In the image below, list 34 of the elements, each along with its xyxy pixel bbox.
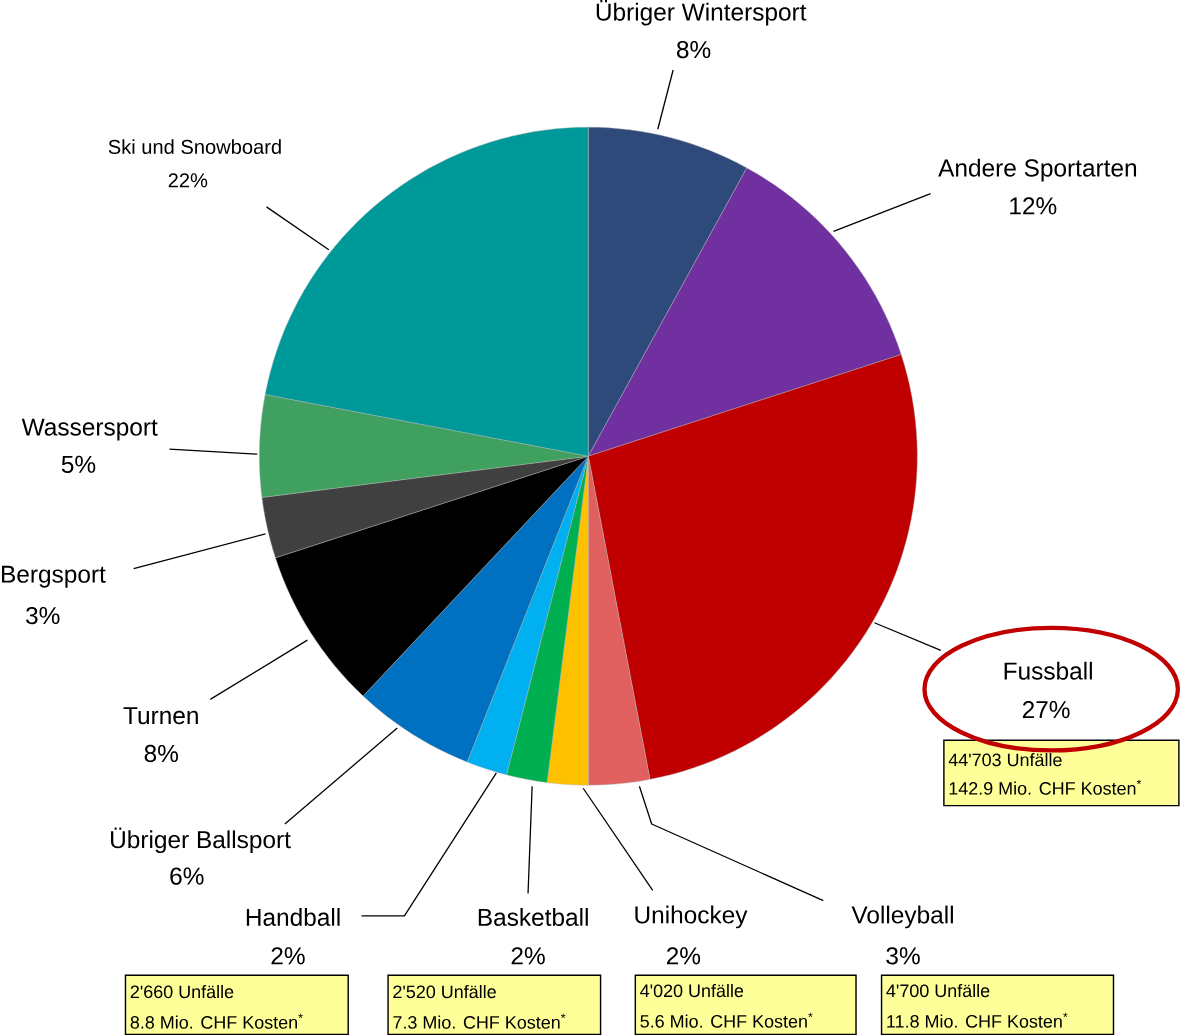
data-label: 2% [271,947,305,965]
text: 142.9 Mio. CHF Kosten$^{*}$ [949,779,1142,795]
text: 7.3 Mio. CHF Kosten$^{*}$ [393,1013,566,1029]
text: 2'660 Unfälle [130,984,234,999]
slice-label: Andere Sportarten [938,158,1137,182]
slice-label: Turnen [123,707,198,725]
slice-label: Handball [246,907,340,926]
slice-label: Bergsport [2,565,106,588]
data-label: 27% [1022,700,1070,719]
text: 8.8 Mio. CHF Kosten$^{*}$ [130,1013,303,1029]
slice-label: Basketball [478,907,588,926]
data-label: 8% [144,744,179,763]
text: 11.8 Mio. CHF Kosten$^{*}$ [887,1012,1068,1028]
text: 4'700 Unfälle [886,983,990,998]
data-label: 3% [886,947,920,965]
text: 5.6 Mio. CHF Kosten$^{*}$ [640,1012,813,1028]
data-label: 5% [61,455,96,473]
text: 2'520 Unfälle [393,984,496,999]
data-label: 6% [170,867,204,885]
slice-label: Ski und Snowboard [108,139,281,154]
text: 44'703 Unfälle [948,752,1062,767]
data-label: 12% [1010,197,1057,215]
data-label: 3% [26,606,60,625]
slice-label: Unihockey [635,905,748,929]
slice-label: Übriger Ballsport [111,827,291,854]
data-label: 22% [168,173,208,188]
data-label: 8% [676,40,711,59]
slice-label: Übriger Wintersport [596,0,807,26]
slice-label: Volleyball [851,905,953,929]
slice-label: Fussball [1004,661,1092,680]
data-label: 2% [666,947,701,965]
slice-label: Wassersport [21,418,158,441]
data-label: 2% [511,947,545,965]
text: 4'020 Unfälle [640,983,744,998]
